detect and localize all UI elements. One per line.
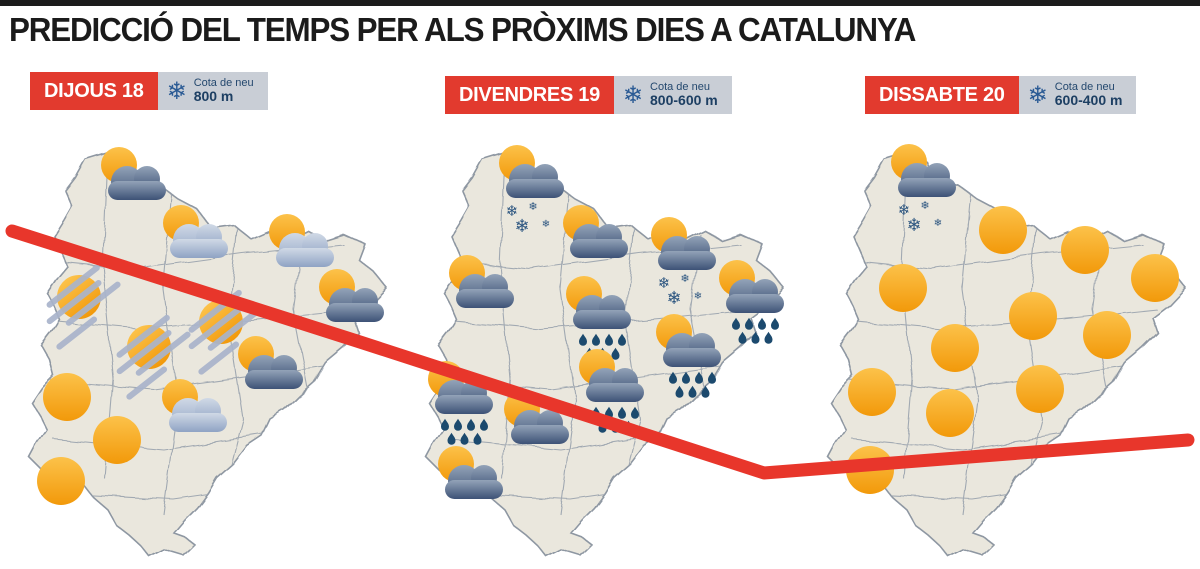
infographic-title: PREDICCIÓ DEL TEMPS PER ALS PRÒXIMS DIES…	[9, 11, 916, 48]
day-header-dissabte: DISSABTE 20 ❄ Cota de neu 600-400 m	[865, 76, 1137, 114]
svg-text:❄: ❄	[920, 199, 929, 212]
snow-level-caption: Cota de neu	[193, 76, 254, 89]
snowflake-icon: ❄	[622, 81, 644, 109]
svg-text:❄: ❄	[680, 272, 689, 285]
svg-text:❄: ❄	[694, 291, 702, 302]
sun-icon	[1016, 365, 1064, 413]
svg-text:❄: ❄	[506, 202, 519, 220]
snow-level-box: ❄ Cota de neu 600-400 m	[1018, 76, 1137, 114]
svg-text:❄: ❄	[898, 201, 911, 219]
snow-level-value: 800 m	[193, 88, 234, 105]
day-header-dijous: DIJOUS 18 ❄ Cota de neu 800 m	[30, 72, 268, 110]
svg-text:❄: ❄	[666, 288, 681, 309]
snow-level-caption: Cota de neu	[1054, 80, 1115, 93]
snow-level-caption: Cota de neu	[650, 80, 710, 93]
svg-text:❄: ❄	[514, 216, 529, 237]
sun-icon	[846, 446, 894, 494]
svg-text:❄: ❄	[906, 215, 921, 236]
sun-cloud-dark-icon	[101, 147, 166, 200]
snowflake-icon: ❄	[1027, 81, 1048, 109]
sun-cloud-dark-icon	[449, 255, 514, 308]
snowflake-icon: ❄	[166, 77, 187, 105]
sun-icon	[37, 457, 85, 505]
snow-level-value: 800-600 m	[650, 92, 718, 109]
svg-text:❄: ❄	[528, 200, 537, 213]
snow-level-box: ❄ Cota de neu 800 m	[157, 72, 268, 110]
day-label: DIJOUS 18	[30, 72, 158, 110]
day-label: DISSABTE 20	[865, 76, 1019, 114]
sun-cloud-dark-icon	[438, 446, 503, 499]
day-header-divendres: DIVENDRES 19 ❄ Cota de neu 800-600 m	[445, 76, 732, 114]
map-panel-dijous	[13, 147, 391, 560]
sun-cloud-snow-icon: ❄ ❄❄ ❄	[891, 144, 956, 236]
map-panel-divendres: ❄ ❄ ❄ ❄ ❄ ❄ ❄ ❄	[410, 145, 788, 560]
snow-level-value: 600-400 m	[1054, 92, 1123, 109]
day-label: DIVENDRES 19	[445, 76, 614, 114]
map-panel-dissabte: ❄ ❄ ❄ ❄	[812, 144, 1190, 560]
svg-text:❄: ❄	[934, 218, 942, 229]
top-rule	[0, 0, 1200, 6]
snow-level-box: ❄ Cota de neu 800-600 m	[613, 76, 732, 114]
